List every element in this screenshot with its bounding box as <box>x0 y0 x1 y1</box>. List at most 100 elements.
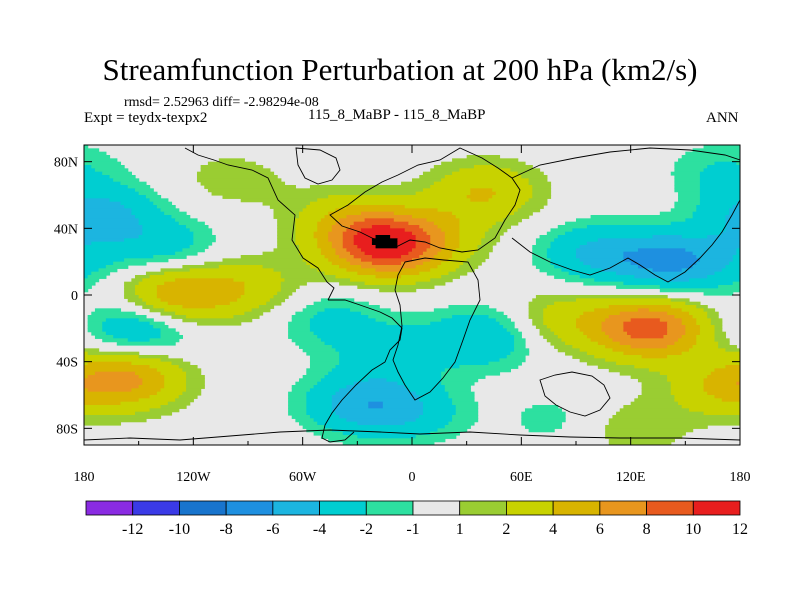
heatmap-cell <box>699 258 734 263</box>
heatmap-cell <box>156 205 176 209</box>
heatmap-cell <box>415 235 431 239</box>
heatmap-cell <box>306 261 333 266</box>
heatmap-cell <box>84 221 140 226</box>
heatmap-cell <box>273 211 300 216</box>
heatmap-cell <box>550 258 581 263</box>
heatmap-cell <box>350 251 366 256</box>
heatmap-cell <box>703 378 740 383</box>
heatmap-cell <box>459 225 493 229</box>
heatmap-cell <box>641 385 672 389</box>
heatmap-cell <box>84 211 132 216</box>
heatmap-cell <box>710 371 740 376</box>
heatmap-cell <box>207 161 256 166</box>
x-axis: 180 120W 60W 0 60E 120E 180 <box>74 145 751 485</box>
heatmap-cell <box>535 238 555 243</box>
heatmap-cell <box>277 241 296 246</box>
heatmap-cell <box>630 335 665 339</box>
heatmap-cell <box>317 198 471 203</box>
heatmap-cell <box>422 408 457 413</box>
heatmap-cell <box>699 331 716 336</box>
heatmap-cell <box>371 241 399 246</box>
heatmap-cell <box>215 305 260 309</box>
heatmap-cell <box>182 391 202 396</box>
heatmap-cell <box>317 421 358 426</box>
heatmap-cell <box>207 188 424 193</box>
heatmap-cell <box>543 335 559 339</box>
heatmap-cell <box>273 295 289 299</box>
colorbar-label: -8 <box>219 521 232 538</box>
colorbar-swatch <box>506 500 554 516</box>
heatmap-cell <box>637 248 686 253</box>
heatmap-cell <box>288 395 307 399</box>
heatmap-cell <box>579 258 624 263</box>
x-tick-label: 60W <box>289 470 317 485</box>
heatmap-cell <box>313 418 347 423</box>
heatmap-cell <box>685 301 701 306</box>
heatmap-cell <box>320 248 337 253</box>
heatmap-cell <box>149 408 180 413</box>
heatmap-cell <box>160 328 176 333</box>
heatmap-cell <box>306 398 333 403</box>
heatmap-cell <box>546 338 563 343</box>
heatmap-cell <box>84 165 92 169</box>
heatmap-cell <box>576 325 603 329</box>
heatmap-cell <box>302 348 337 353</box>
heatmap-cell <box>608 368 650 373</box>
heatmap-cell <box>608 441 672 445</box>
heatmap-cell <box>630 345 668 349</box>
heatmap-cell <box>353 221 409 226</box>
heatmap-cell <box>335 365 460 369</box>
heatmap-cell <box>193 241 213 246</box>
heatmap-cell <box>309 318 377 323</box>
heatmap-cell <box>583 331 606 336</box>
heatmap-cell <box>619 341 675 346</box>
heatmap-cell <box>346 268 377 273</box>
heatmap-cell <box>306 401 333 406</box>
heatmap-cell <box>652 268 683 273</box>
heatmap-cell <box>167 301 231 306</box>
heatmap-cell <box>634 365 727 369</box>
heatmap-cell <box>306 305 380 309</box>
heatmap-cell <box>142 228 191 233</box>
heatmap-cell <box>634 275 708 279</box>
heatmap-cell <box>667 331 686 336</box>
heatmap-cell <box>503 325 515 329</box>
heatmap-cell <box>84 368 158 373</box>
heatmap-cell <box>637 395 675 399</box>
heatmap-cell <box>696 341 719 346</box>
heatmap-cell <box>277 218 296 223</box>
heatmap-cell <box>320 338 515 343</box>
heatmap-cell <box>550 328 581 333</box>
heatmap-cell <box>594 278 665 283</box>
heatmap-cell <box>663 278 690 283</box>
heatmap-cell <box>510 168 541 173</box>
heatmap-cell <box>576 218 686 223</box>
heatmap-cell <box>331 241 344 246</box>
heatmap-cell <box>131 278 143 283</box>
colorbar-label: 8 <box>643 521 651 538</box>
heatmap-cell <box>532 321 544 326</box>
heatmap-cell <box>685 331 701 336</box>
heatmap-cell <box>306 391 337 396</box>
heatmap-cell <box>309 388 340 393</box>
case-label: 115_8_MaBP - 115_8_MaBP <box>308 107 486 123</box>
heatmap-cell <box>229 301 267 306</box>
heatmap-cell <box>360 211 395 216</box>
heatmap-cell <box>84 181 122 186</box>
heatmap-cell <box>408 388 446 393</box>
heatmap-cell <box>659 288 740 293</box>
heatmap-cell <box>517 171 544 176</box>
colorbar-swatch <box>85 500 134 516</box>
heatmap-cell <box>149 275 282 279</box>
heatmap-cell <box>597 238 740 243</box>
heatmap-cell <box>353 241 373 246</box>
heatmap-cell <box>186 225 209 229</box>
heatmap-cell <box>433 308 497 313</box>
heatmap-cell <box>543 308 595 313</box>
heatmap-cell <box>703 385 740 389</box>
heatmap-cell <box>149 338 180 343</box>
heatmap-cell <box>681 155 740 159</box>
colorbar-label: -10 <box>169 521 190 538</box>
heatmap-cell <box>339 361 490 366</box>
heatmap-cell <box>670 171 701 176</box>
